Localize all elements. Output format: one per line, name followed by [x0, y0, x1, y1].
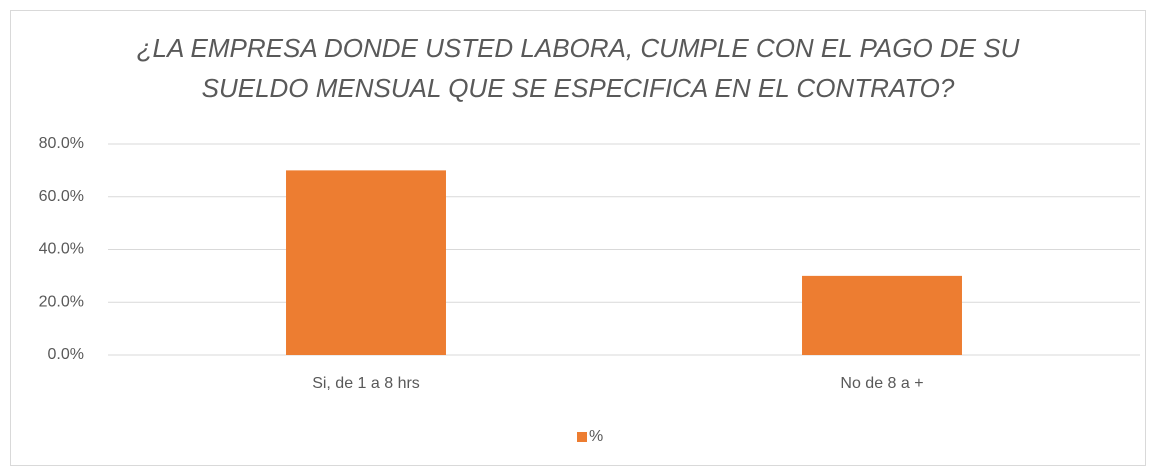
chart-border [10, 10, 1146, 466]
legend-label: % [589, 428, 603, 445]
y-tick-label: 0.0% [48, 346, 84, 363]
chart-title: ¿LA EMPRESA DONDE USTED LABORA, CUMPLE C… [137, 33, 1020, 63]
y-tick-label: 80.0% [39, 135, 84, 152]
x-tick-label: Si, de 1 a 8 hrs [312, 375, 420, 392]
chart-title: SUELDO MENSUAL QUE SE ESPECIFICA EN EL C… [202, 73, 955, 103]
legend-swatch [577, 432, 587, 442]
y-tick-label: 60.0% [39, 188, 84, 205]
x-tick-label: No de 8 a + [840, 375, 923, 392]
bar [286, 170, 446, 355]
y-tick-label: 20.0% [39, 293, 84, 310]
y-tick-label: 40.0% [39, 241, 84, 258]
bar [802, 275, 962, 355]
